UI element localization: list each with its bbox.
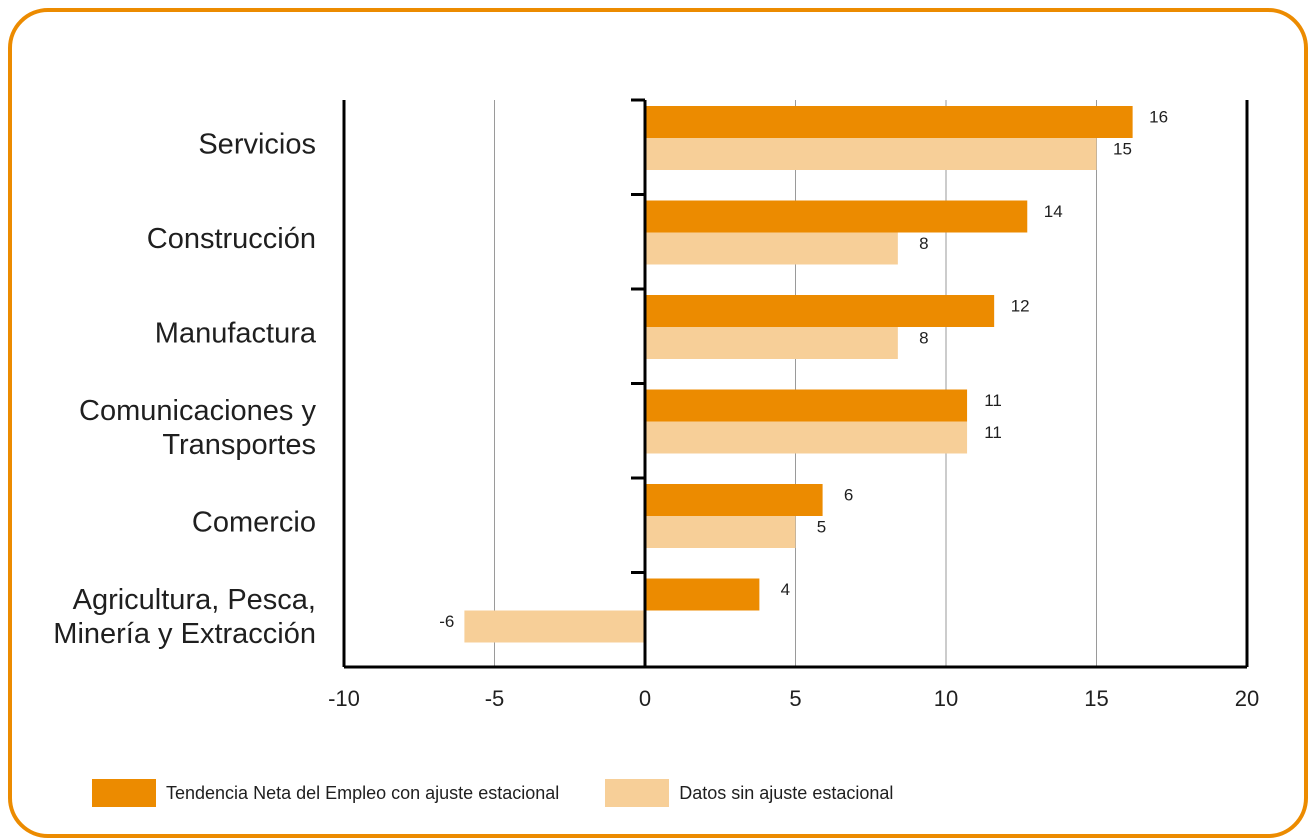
legend-swatch-series-1	[92, 779, 156, 807]
x-tick-label: 0	[639, 686, 651, 711]
data-label: 11	[984, 391, 1002, 410]
x-tick-label: 5	[789, 686, 801, 711]
category-label: Comercio	[192, 506, 316, 538]
data-label: 8	[919, 234, 928, 253]
bar	[645, 232, 898, 265]
bar	[464, 610, 645, 643]
data-label: 16	[1149, 107, 1168, 126]
data-label: 5	[817, 517, 826, 536]
category-label: Manufactura	[155, 317, 317, 349]
data-label: 15	[1113, 139, 1132, 158]
x-tick-label: 15	[1084, 686, 1108, 711]
bar	[645, 516, 796, 548]
x-tick-label: -5	[485, 686, 505, 711]
bar	[645, 389, 968, 422]
data-label: 12	[1011, 296, 1030, 315]
category-label: Agricultura, Pesca, Minería y Extracción	[53, 583, 316, 649]
bar	[645, 200, 1028, 233]
data-label: 11	[984, 423, 1002, 442]
bar	[645, 138, 1097, 170]
x-tick-label: -10	[328, 686, 360, 711]
data-label: 14	[1044, 202, 1063, 221]
category-label: Comunicaciones y Transportes	[79, 394, 316, 460]
bar-chart: 16 14 12 11 6 4 15 8 8 11 5 -6 -10 -5 0 5 10 15 20 Servicio…	[53, 98, 1259, 711]
x-tick-label: 10	[934, 686, 958, 711]
bar	[645, 421, 968, 454]
x-tick-label: 20	[1235, 686, 1259, 711]
legend-label-series-2: Datos sin ajuste estacional	[679, 782, 894, 803]
category-label: Servicios	[198, 128, 316, 160]
data-label: 6	[844, 485, 853, 504]
bar	[645, 295, 995, 327]
bar	[645, 327, 898, 359]
legend-label-series-1: Tendencia Neta del Empleo con ajuste est…	[166, 782, 560, 803]
data-label: 8	[919, 328, 928, 347]
data-label: -6	[439, 612, 454, 631]
legend-item-series-1: Tendencia Neta del Empleo con ajuste est…	[92, 779, 559, 807]
category-label: Construcción	[147, 222, 316, 254]
bar	[645, 578, 760, 611]
legend-swatch-series-2	[605, 779, 670, 807]
legend: Tendencia Neta del Empleo con ajuste est…	[92, 778, 939, 808]
legend-item-series-2: Datos sin ajuste estacional	[605, 779, 893, 807]
bar	[645, 106, 1133, 138]
data-label: 4	[781, 580, 790, 599]
bar	[645, 484, 823, 516]
